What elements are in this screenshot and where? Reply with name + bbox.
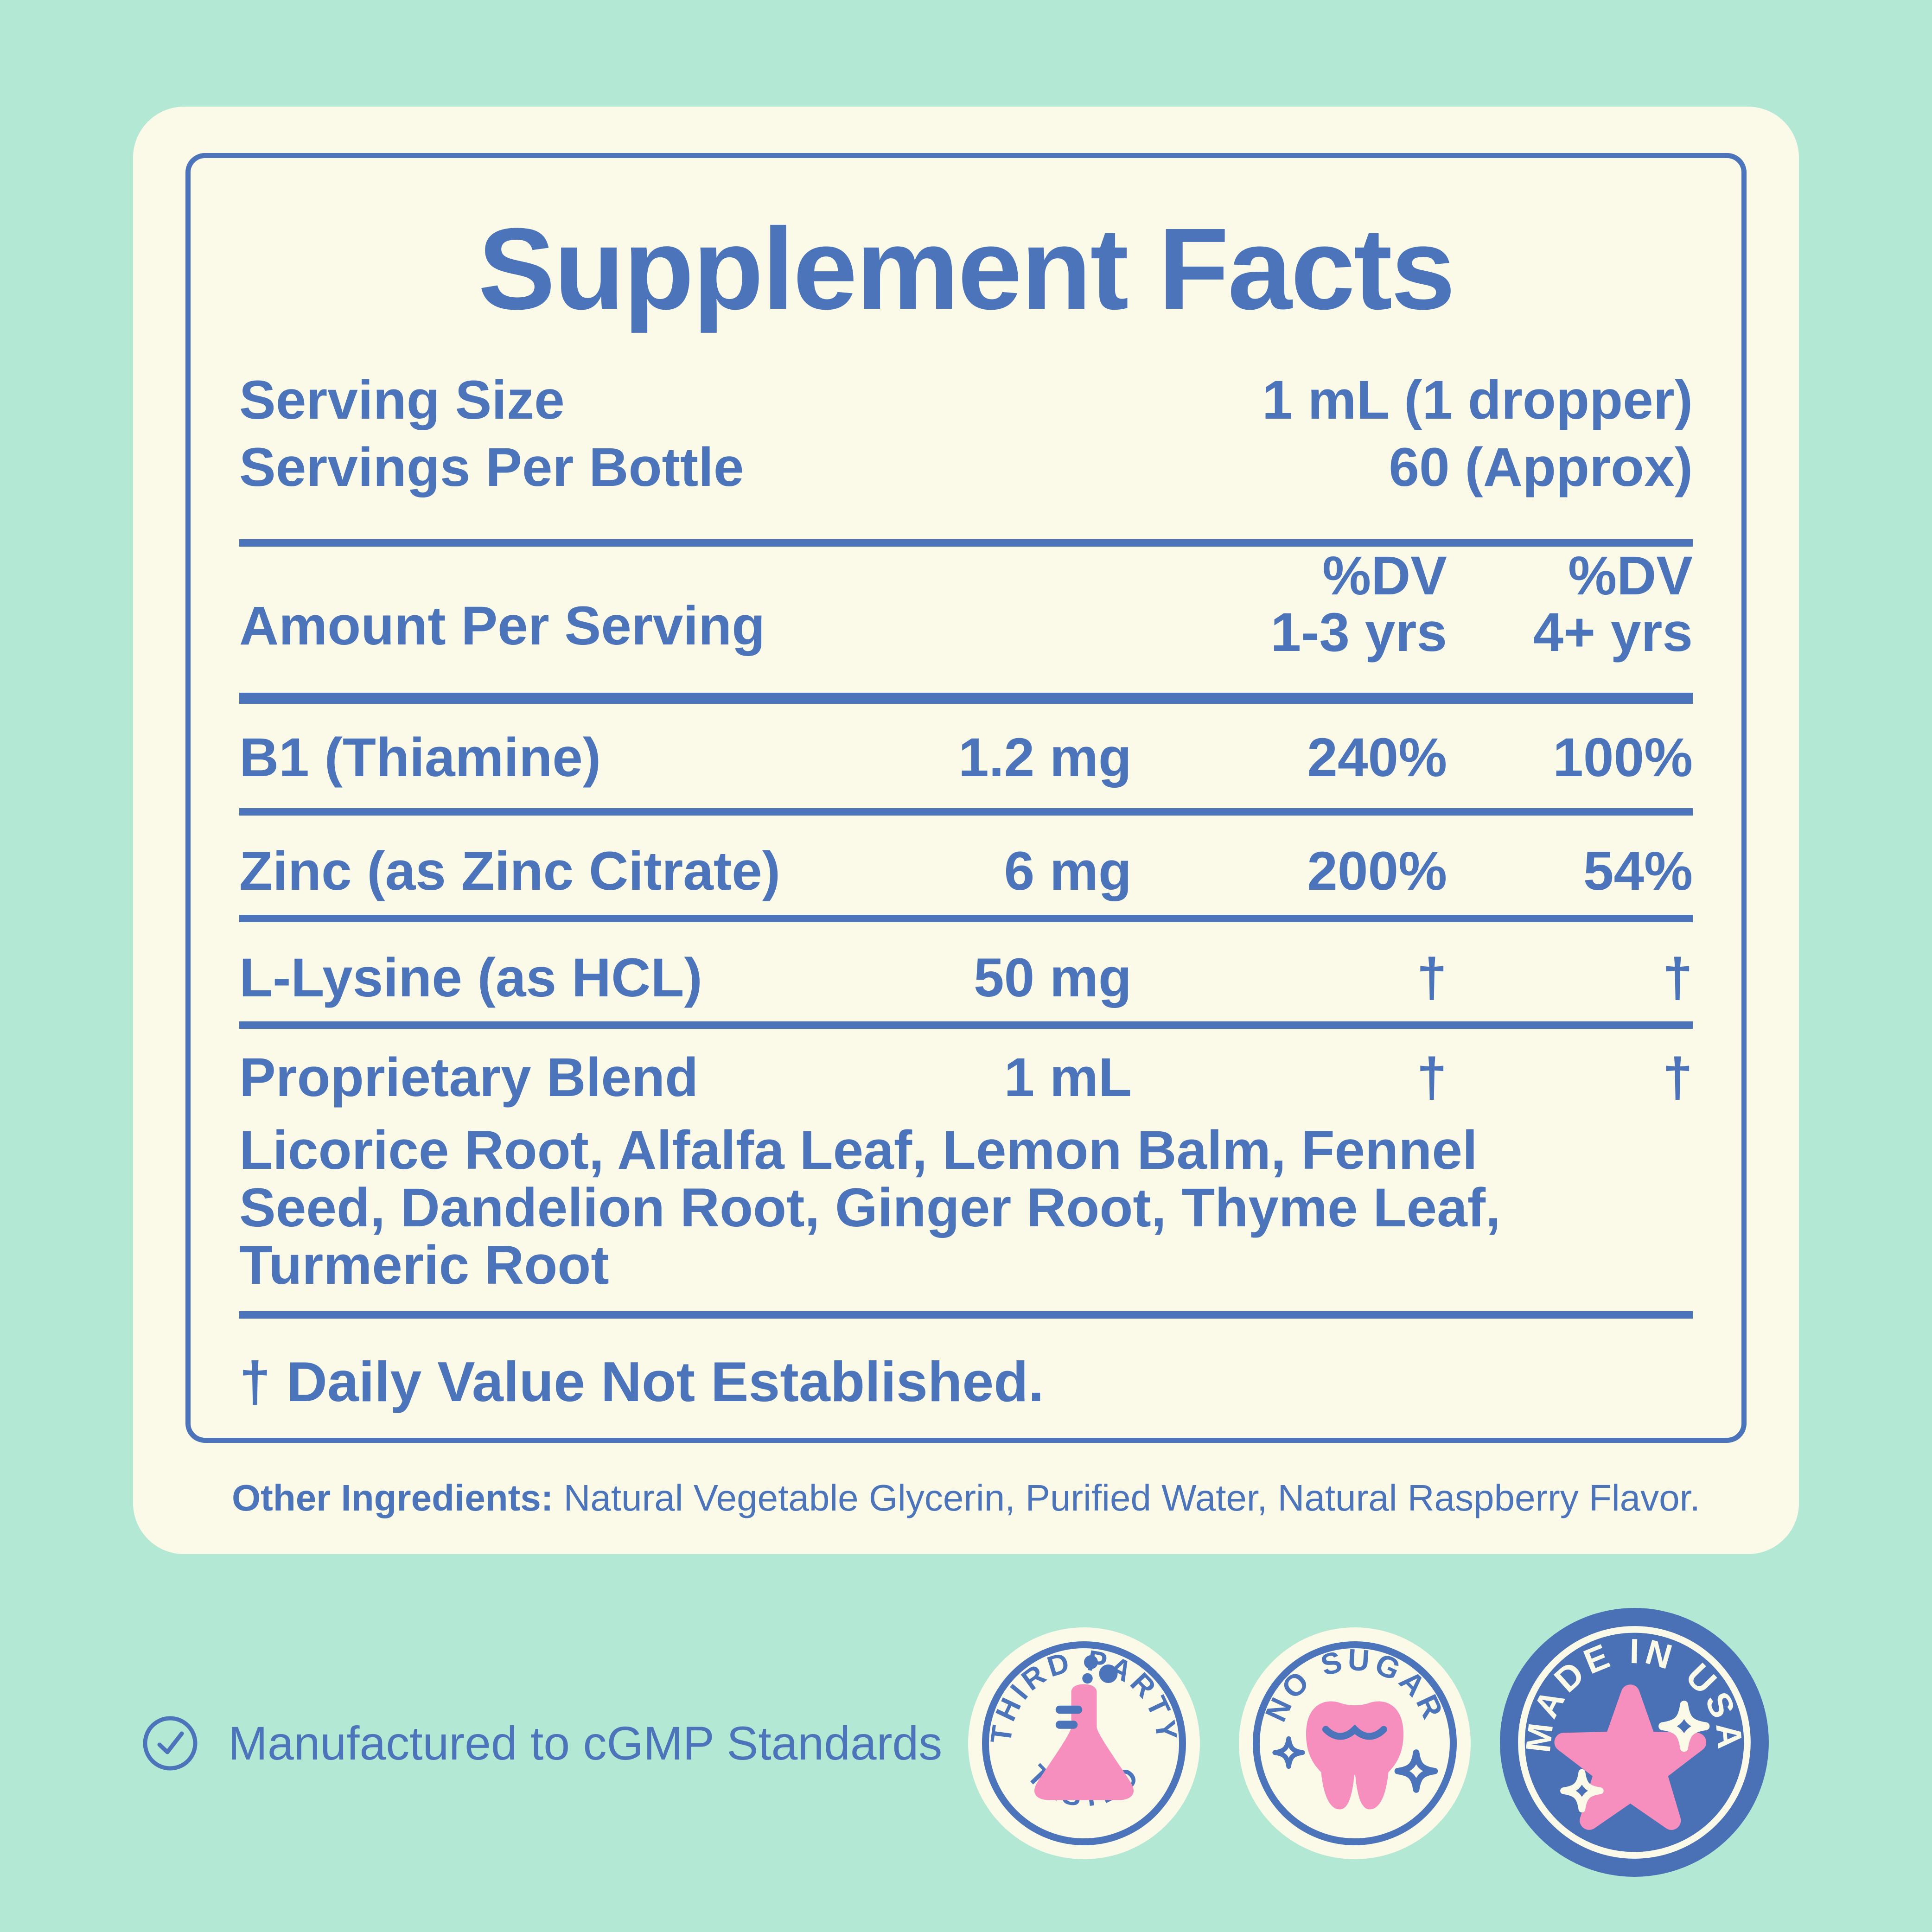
serving-size-row: Serving Size 1 mL (1 dropper) — [239, 370, 1693, 431]
cgmp-text: Manufactured to cGMP Standards — [228, 1716, 943, 1770]
nutrient-amount: 1.2 mg — [958, 727, 1132, 788]
servings-per-bottle-label: Servings Per Bottle — [239, 437, 744, 498]
nutrient-dv-1-3: † — [1416, 1047, 1447, 1108]
dv-header-4plus-line1: %DV — [1568, 545, 1693, 606]
badge-no-sugar: NO SUGAR — [1239, 1627, 1471, 1859]
supplement-facts-title: Supplement Facts — [478, 204, 1455, 333]
badge-third-party-tested: THIRD PARTY TESTED — [968, 1627, 1200, 1859]
nutrient-row-lysine: L-Lysine (as HCL) 50 mg † † — [239, 946, 1693, 1008]
divider — [239, 808, 1693, 816]
nutrient-amount: 50 mg — [973, 947, 1132, 1008]
nutrient-name: Zinc (as Zinc Citrate) — [239, 841, 781, 902]
nutrient-row-proprietary-blend: Proprietary Blend 1 mL † † — [239, 1046, 1693, 1108]
blend-ingredients-text: Licorice Root, Alfalfa Leaf, Lemon Balm,… — [239, 1120, 1501, 1296]
nutrient-dv-1-3: 200% — [1307, 841, 1447, 902]
divider — [239, 1311, 1693, 1319]
other-ingredients-line: Other Ingredients: Natural Vegetable Gly… — [133, 1477, 1799, 1519]
serving-size-value: 1 mL (1 dropper) — [1262, 370, 1693, 431]
nutrient-amount: 6 mg — [1004, 841, 1132, 902]
daily-value-footnote: † Daily Value Not Established. — [239, 1350, 1044, 1413]
serving-size-label: Serving Size — [239, 370, 565, 431]
nutrient-dv-4plus: 54% — [1583, 841, 1693, 902]
supplement-card: Supplement Facts Serving Size 1 mL (1 dr… — [133, 107, 1799, 1554]
dv-header-1-3yrs-line2: 1-3 yrs — [1270, 602, 1447, 663]
nutrient-dv-4plus: 100% — [1553, 727, 1693, 788]
dv-header-1-3yrs: %DV 1-3 yrs — [1270, 548, 1447, 661]
dv-header-4plus-line2: 4+ yrs — [1533, 602, 1693, 663]
nutrient-dv-1-3: 240% — [1307, 727, 1447, 788]
divider — [239, 693, 1693, 704]
nutrient-dv-4plus: † — [1662, 1047, 1693, 1108]
sparkle-icon — [1560, 1701, 1710, 1813]
nutrient-name: L-Lysine (as HCL) — [239, 947, 702, 1008]
nutrient-amount: 1 mL — [1004, 1047, 1132, 1108]
nutrient-row-zinc: Zinc (as Zinc Citrate) 6 mg 200% 54% — [239, 840, 1693, 902]
other-ingredients-label: Other Ingredients: — [231, 1477, 554, 1518]
nutrient-name: B1 (Thiamine) — [239, 727, 601, 788]
star-icon — [1554, 1684, 1710, 1830]
servings-per-bottle-value: 60 (Approx) — [1389, 437, 1693, 498]
check-circle-icon — [139, 1712, 201, 1774]
nutrient-row-b1: B1 (Thiamine) 1.2 mg 240% 100% — [239, 726, 1693, 788]
nutrient-dv-1-3: † — [1416, 947, 1447, 1008]
other-ingredients-value: Natural Vegetable Glycerin, Purified Wat… — [553, 1477, 1701, 1518]
amount-per-serving-label: Amount Per Serving — [239, 595, 765, 657]
supplement-facts-panel: Supplement Facts Serving Size 1 mL (1 dr… — [185, 153, 1747, 1443]
sparkle-icon — [1272, 1736, 1438, 1793]
dv-header-4plus: %DV 4+ yrs — [1533, 548, 1693, 661]
badge-made-in-usa: MADE IN USA — [1500, 1608, 1769, 1877]
nutrient-name: Proprietary Blend — [239, 1047, 699, 1108]
tooth-icon — [1272, 1701, 1438, 1810]
dv-header-1-3yrs-line1: %DV — [1322, 545, 1447, 606]
servings-per-bottle-row: Servings Per Bottle 60 (Approx) — [239, 437, 1693, 498]
flask-icon — [1034, 1655, 1134, 1800]
divider — [239, 1021, 1693, 1029]
divider — [239, 915, 1693, 922]
nutrient-dv-4plus: † — [1662, 947, 1693, 1008]
divider — [239, 539, 1693, 547]
cgmp-note: Manufactured to cGMP Standards — [139, 1712, 942, 1774]
